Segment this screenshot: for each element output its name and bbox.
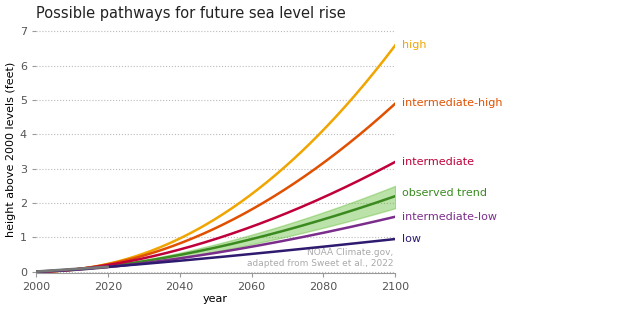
Text: intermediate-low: intermediate-low: [402, 212, 497, 222]
Text: Possible pathways for future sea level rise: Possible pathways for future sea level r…: [36, 6, 345, 20]
Y-axis label: height above 2000 levels (feet): height above 2000 levels (feet): [6, 61, 16, 237]
Text: NOAA Climate.gov,
adapted from Sweet et al., 2022: NOAA Climate.gov, adapted from Sweet et …: [247, 248, 394, 268]
X-axis label: year: year: [203, 294, 228, 304]
Text: intermediate: intermediate: [402, 157, 474, 167]
Text: high: high: [402, 40, 427, 50]
Text: intermediate-high: intermediate-high: [402, 99, 503, 108]
Text: low: low: [402, 234, 422, 244]
Text: observed trend: observed trend: [402, 188, 487, 198]
